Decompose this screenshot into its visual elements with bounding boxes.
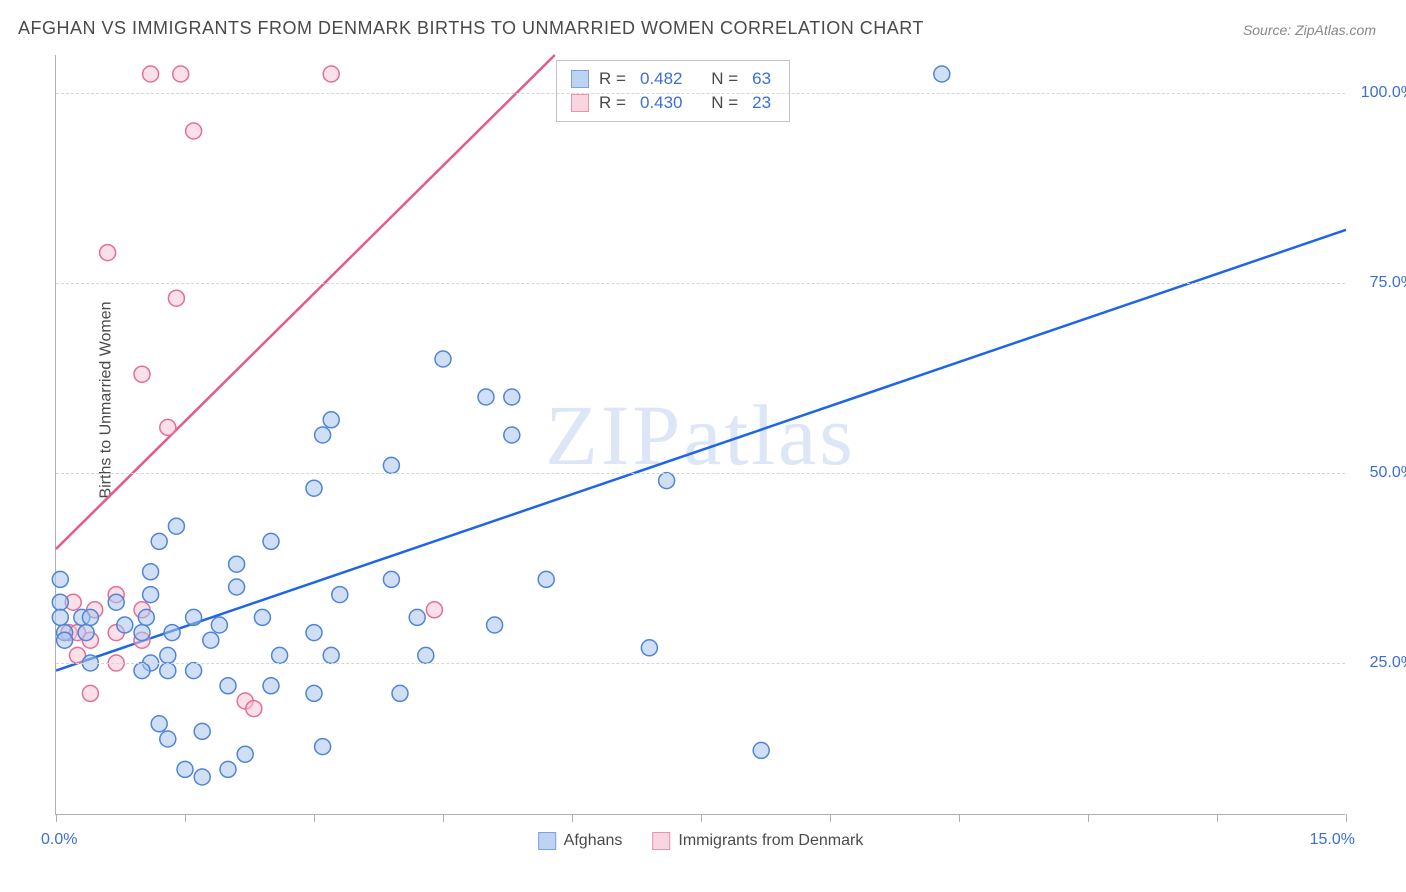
stat-r-value-a: 0.482	[640, 69, 683, 89]
gridline	[56, 473, 1345, 474]
stat-n-label: N =	[711, 69, 738, 89]
legend-item-denmark: Immigrants from Denmark	[652, 832, 863, 850]
source-label: Source: ZipAtlas.com	[1243, 22, 1376, 38]
stat-n-label: N =	[711, 93, 738, 113]
stat-r-label: R =	[599, 69, 626, 89]
x-tick	[959, 814, 960, 822]
scatter-plot-svg	[56, 55, 1345, 814]
y-tick-label: 50.0%	[1355, 464, 1406, 482]
stats-row-denmark: R = 0.430 N = 23	[571, 91, 775, 115]
y-tick-label: 75.0%	[1355, 274, 1406, 292]
plot-area: ZIPatlas R = 0.482 N = 63 R = 0.430 N = …	[55, 55, 1345, 815]
x-tick	[185, 814, 186, 822]
x-tick	[314, 814, 315, 822]
x-axis-max-label: 15.0%	[1310, 831, 1355, 849]
x-tick	[443, 814, 444, 822]
x-tick	[572, 814, 573, 822]
legend-label-afghans: Afghans	[564, 832, 623, 850]
legend-swatch-denmark-icon	[652, 832, 670, 850]
stat-r-value-b: 0.430	[640, 93, 683, 113]
x-tick	[1088, 814, 1089, 822]
x-tick	[701, 814, 702, 822]
gridline	[56, 93, 1345, 94]
y-tick-label: 25.0%	[1355, 654, 1406, 672]
legend-item-afghans: Afghans	[538, 832, 623, 850]
legend-label-denmark: Immigrants from Denmark	[678, 832, 863, 850]
x-tick	[1217, 814, 1218, 822]
swatch-denmark-icon	[571, 94, 589, 112]
stat-n-value-a: 63	[752, 69, 771, 89]
legend-swatch-afghans-icon	[538, 832, 556, 850]
x-tick	[1346, 814, 1347, 822]
legend: Afghans Immigrants from Denmark	[538, 832, 864, 850]
gridline	[56, 283, 1345, 284]
y-tick-label: 100.0%	[1355, 84, 1406, 102]
x-axis-min-label: 0.0%	[41, 831, 77, 849]
swatch-afghans-icon	[571, 70, 589, 88]
stat-r-label: R =	[599, 93, 626, 113]
chart-title: AFGHAN VS IMMIGRANTS FROM DENMARK BIRTHS…	[18, 18, 924, 39]
gridline	[56, 663, 1345, 664]
stats-row-afghans: R = 0.482 N = 63	[571, 67, 775, 91]
correlation-stats-box: R = 0.482 N = 63 R = 0.430 N = 23	[556, 60, 790, 122]
x-tick	[56, 814, 57, 822]
chart-container: AFGHAN VS IMMIGRANTS FROM DENMARK BIRTHS…	[0, 0, 1406, 892]
x-tick	[830, 814, 831, 822]
stat-n-value-b: 23	[752, 93, 771, 113]
